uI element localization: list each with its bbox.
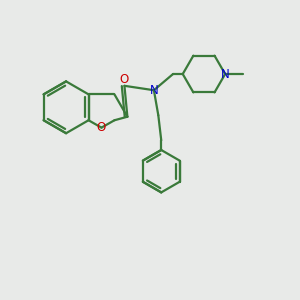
Text: N: N: [149, 84, 158, 97]
Text: N: N: [221, 68, 230, 80]
Text: O: O: [120, 74, 129, 86]
Text: O: O: [97, 121, 106, 134]
